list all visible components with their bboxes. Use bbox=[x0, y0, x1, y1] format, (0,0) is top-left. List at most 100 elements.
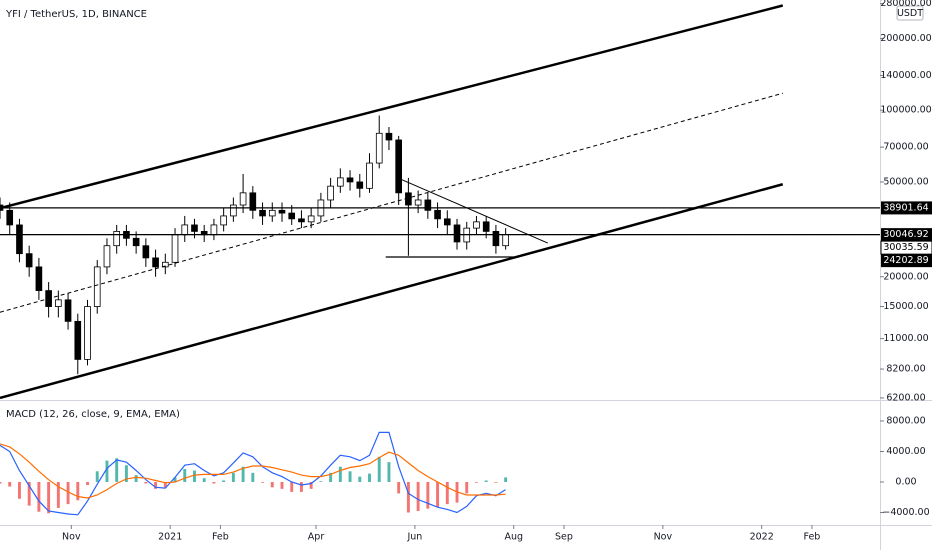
histogram-bar bbox=[299, 481, 303, 492]
y-tick-label: −4000.00 bbox=[882, 507, 929, 518]
histogram-bar bbox=[465, 481, 469, 494]
histogram-bar bbox=[387, 462, 391, 482]
histogram-bar bbox=[261, 481, 264, 483]
y-tick-label: 70000.00 bbox=[883, 142, 928, 153]
x-tick-label: Apr bbox=[308, 532, 325, 543]
histogram-bar bbox=[397, 481, 401, 494]
histogram-bar bbox=[124, 465, 128, 482]
histogram-bar bbox=[426, 481, 430, 509]
histogram-bar bbox=[163, 481, 167, 488]
histogram-bar bbox=[27, 481, 31, 506]
histogram-bar bbox=[66, 481, 70, 505]
candle-body bbox=[502, 234, 509, 247]
histogram-bar bbox=[504, 477, 508, 482]
candle-body bbox=[181, 224, 189, 236]
y-tick-label: 11000.00 bbox=[883, 333, 928, 344]
x-tick-label: Jun bbox=[406, 532, 422, 543]
histogram-bar bbox=[76, 481, 80, 501]
candle-body bbox=[230, 204, 237, 217]
histogram-bar bbox=[8, 481, 12, 487]
histogram-bar bbox=[280, 481, 284, 489]
histogram-bar bbox=[290, 481, 294, 492]
candle-body bbox=[482, 221, 490, 232]
y-tick-label: 15000.00 bbox=[883, 301, 928, 312]
candle-body bbox=[64, 299, 72, 322]
price-label-box bbox=[881, 228, 932, 242]
histogram-bar bbox=[231, 472, 235, 482]
x-tick-label: Nov bbox=[654, 532, 673, 543]
candle-body bbox=[453, 224, 461, 243]
candle-body bbox=[259, 209, 266, 217]
candle-body bbox=[366, 162, 373, 189]
price-label: 30046.92 bbox=[883, 229, 928, 240]
macd-line bbox=[0, 431, 506, 516]
macd-line bbox=[0, 443, 506, 499]
candle-body bbox=[171, 234, 179, 263]
histogram-bar bbox=[368, 473, 371, 482]
histogram-bar bbox=[358, 476, 362, 482]
candle-body bbox=[346, 177, 354, 183]
currency-box[interactable] bbox=[896, 5, 924, 21]
candle-body bbox=[152, 257, 159, 268]
histogram-bar bbox=[202, 478, 206, 482]
price-pane bbox=[0, 4, 880, 400]
chart-title: YFI / TetherUS, 1D, BINANCE bbox=[5, 9, 147, 20]
y-tick-label: 0.00 bbox=[895, 476, 916, 487]
y-tick-label: 200000.00 bbox=[880, 33, 931, 44]
candle-body bbox=[375, 132, 383, 164]
histogram-bar bbox=[173, 477, 177, 482]
x-tick-label: Nov bbox=[62, 532, 81, 543]
candle-body bbox=[424, 199, 432, 211]
histogram-bar bbox=[445, 481, 449, 505]
candle-body bbox=[288, 212, 296, 220]
trend-line bbox=[0, 92, 783, 313]
price-label: 38901.64 bbox=[883, 202, 928, 213]
histogram-bar bbox=[309, 481, 313, 489]
histogram-bar bbox=[56, 481, 60, 508]
candle-body bbox=[307, 215, 315, 223]
trend-line bbox=[0, 183, 784, 400]
candle-body bbox=[210, 224, 218, 236]
candle-body bbox=[103, 245, 111, 268]
y-tick-label: 100000.00 bbox=[880, 105, 931, 116]
x-tick-label: Aug bbox=[504, 532, 523, 543]
histogram-bar bbox=[154, 481, 158, 489]
histogram-bar bbox=[144, 481, 148, 484]
indicator-title: MACD (12, 26, close, 9, EMA, EMA) bbox=[6, 409, 180, 420]
candle-body bbox=[356, 181, 364, 189]
histogram-bar bbox=[338, 466, 342, 482]
histogram-bar bbox=[319, 481, 323, 482]
histogram-bar bbox=[193, 470, 196, 482]
histogram-bar bbox=[95, 471, 99, 482]
price-label: 24202.89 bbox=[883, 255, 928, 266]
y-tick-label: 6200.00 bbox=[886, 392, 925, 403]
price-label-box bbox=[881, 201, 932, 215]
histogram-bar bbox=[183, 469, 187, 482]
candle-body bbox=[434, 209, 441, 220]
y-tick-label: 8200.00 bbox=[886, 364, 925, 375]
x-tick-label: Feb bbox=[212, 532, 229, 543]
histogram-bar bbox=[105, 460, 109, 482]
histogram-bar bbox=[348, 471, 352, 482]
trend-line bbox=[0, 4, 784, 210]
histogram-bar bbox=[494, 481, 498, 483]
candle-body bbox=[268, 209, 276, 217]
candle-body bbox=[191, 224, 198, 232]
trend-line bbox=[398, 177, 548, 244]
histogram-bar bbox=[416, 481, 420, 511]
y-tick-label: 50000.00 bbox=[883, 176, 928, 187]
candle-body bbox=[278, 209, 286, 214]
x-tick-label: 2022 bbox=[750, 532, 774, 543]
histogram-bar bbox=[270, 481, 274, 488]
candle-body bbox=[93, 266, 101, 307]
histogram-bar bbox=[37, 481, 41, 512]
x-tick-label: Feb bbox=[804, 532, 821, 543]
candle-body bbox=[249, 192, 257, 211]
candle-body bbox=[35, 266, 43, 291]
candle-body bbox=[385, 132, 393, 141]
currency[interactable]: USDT bbox=[897, 8, 923, 19]
candle-body bbox=[443, 218, 451, 226]
candle-body bbox=[327, 185, 334, 201]
histogram-bar bbox=[436, 481, 440, 508]
macd-pane bbox=[0, 431, 508, 516]
